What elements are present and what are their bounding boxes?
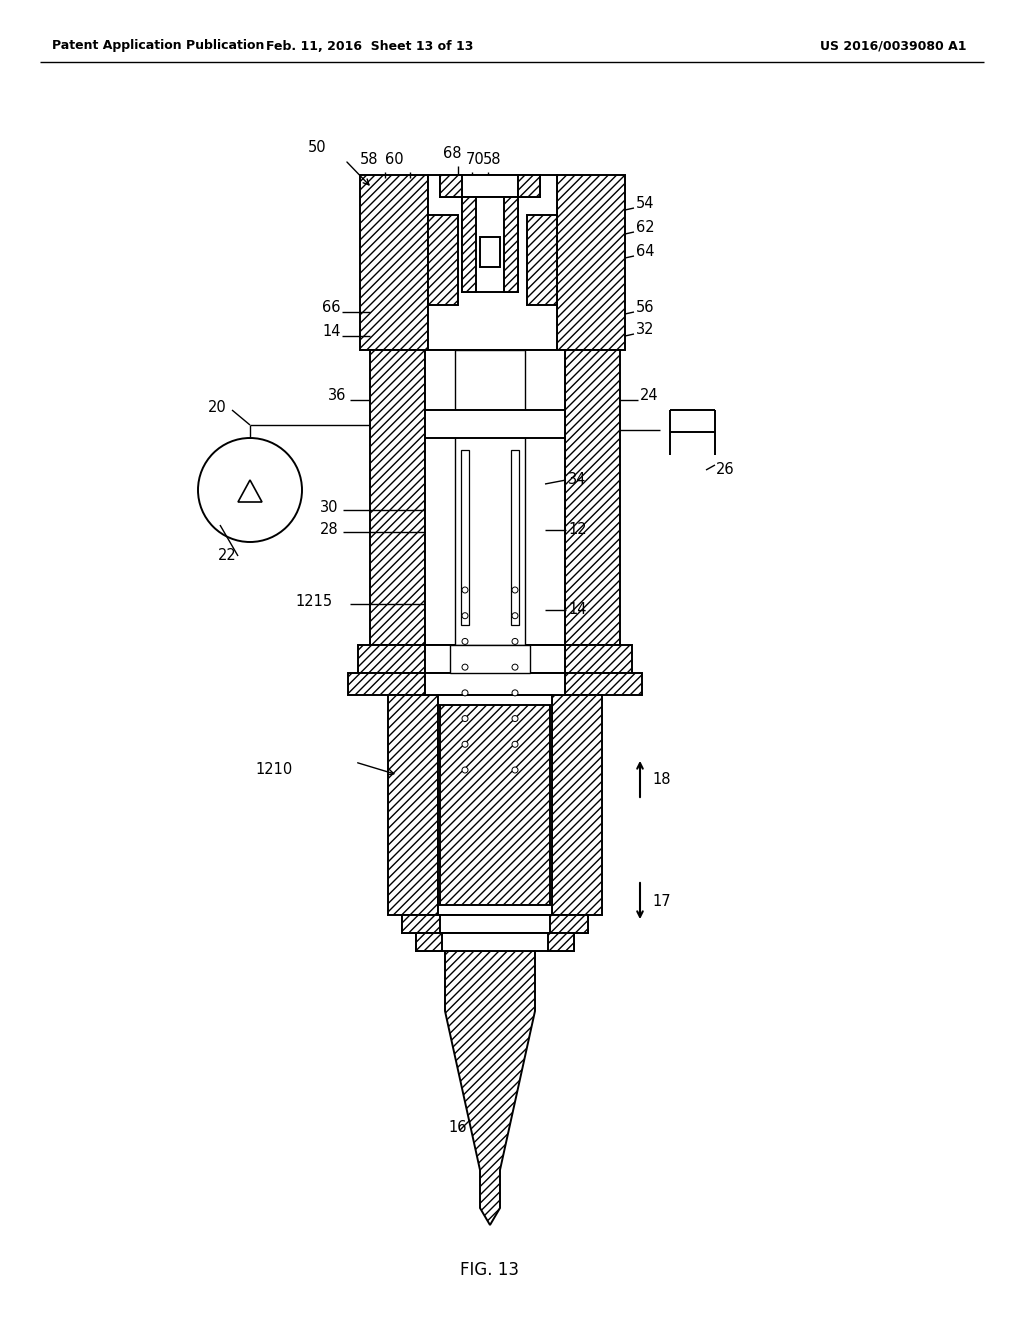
Text: 36: 36 (328, 388, 346, 404)
Bar (462, 197, 476, 292)
Bar (348, 673, 425, 696)
Text: 22: 22 (218, 549, 237, 564)
Text: Feb. 11, 2016  Sheet 13 of 13: Feb. 11, 2016 Sheet 13 of 13 (266, 40, 474, 53)
Polygon shape (445, 950, 535, 1225)
Bar (402, 915, 588, 933)
Bar (548, 933, 574, 950)
Bar (416, 933, 574, 950)
Bar (388, 696, 438, 915)
Bar (370, 350, 425, 645)
Text: 70: 70 (466, 153, 484, 168)
Text: 56: 56 (636, 301, 654, 315)
Bar (438, 696, 552, 915)
Text: 17: 17 (652, 894, 671, 908)
Circle shape (462, 639, 468, 644)
Text: 62: 62 (636, 220, 654, 235)
Text: Patent Application Publication: Patent Application Publication (52, 40, 264, 53)
Text: 58: 58 (360, 153, 379, 168)
Bar (518, 176, 540, 197)
Bar (565, 645, 632, 673)
Bar (504, 197, 518, 292)
Bar (360, 176, 428, 350)
Bar (425, 411, 565, 438)
Circle shape (462, 612, 468, 619)
Text: 1215: 1215 (295, 594, 332, 610)
Text: 30: 30 (319, 500, 339, 516)
Text: 20: 20 (208, 400, 226, 416)
Text: 34: 34 (568, 473, 587, 487)
Text: 58: 58 (483, 153, 502, 168)
Circle shape (512, 639, 518, 644)
Text: 68: 68 (443, 147, 462, 161)
Bar (565, 350, 620, 645)
Bar (428, 176, 557, 350)
Bar (440, 176, 540, 197)
Text: 28: 28 (319, 523, 339, 537)
Bar (480, 238, 500, 267)
Bar (455, 350, 525, 645)
Text: 54: 54 (636, 197, 654, 211)
Text: 18: 18 (652, 771, 671, 787)
Text: 32: 32 (636, 322, 654, 338)
Circle shape (512, 587, 518, 593)
Bar (425, 673, 565, 696)
Bar (527, 215, 557, 305)
Text: 16: 16 (449, 1121, 467, 1135)
Bar (425, 645, 565, 673)
Circle shape (512, 715, 518, 722)
Circle shape (512, 742, 518, 747)
Bar (425, 350, 565, 645)
Circle shape (462, 767, 468, 774)
Circle shape (462, 587, 468, 593)
Circle shape (512, 767, 518, 774)
Polygon shape (238, 480, 262, 502)
Text: US 2016/0039080 A1: US 2016/0039080 A1 (820, 40, 967, 53)
Circle shape (512, 612, 518, 619)
Bar (552, 696, 602, 915)
Text: 50: 50 (308, 140, 327, 156)
Circle shape (462, 664, 468, 671)
Text: 60: 60 (385, 153, 403, 168)
Text: 1210: 1210 (255, 763, 292, 777)
Text: 64: 64 (636, 244, 654, 260)
Circle shape (462, 715, 468, 722)
Text: 24: 24 (640, 388, 658, 404)
Bar (440, 705, 550, 906)
Circle shape (512, 690, 518, 696)
Bar (440, 176, 462, 197)
Bar (557, 176, 625, 350)
Circle shape (462, 742, 468, 747)
Bar (402, 915, 440, 933)
Bar (550, 915, 588, 933)
Bar (428, 215, 458, 305)
Text: 12: 12 (568, 523, 587, 537)
Circle shape (198, 438, 302, 543)
Bar (450, 645, 530, 673)
Text: 26: 26 (716, 462, 734, 478)
Text: 14: 14 (322, 325, 341, 339)
Bar (511, 450, 519, 624)
Circle shape (512, 664, 518, 671)
Text: 14: 14 (568, 602, 587, 618)
Bar (416, 933, 442, 950)
Bar (462, 197, 518, 292)
Bar (565, 673, 642, 696)
Bar (461, 450, 469, 624)
Text: FIG. 13: FIG. 13 (461, 1261, 519, 1279)
Bar (358, 645, 425, 673)
Circle shape (462, 690, 468, 696)
Text: 66: 66 (322, 301, 341, 315)
